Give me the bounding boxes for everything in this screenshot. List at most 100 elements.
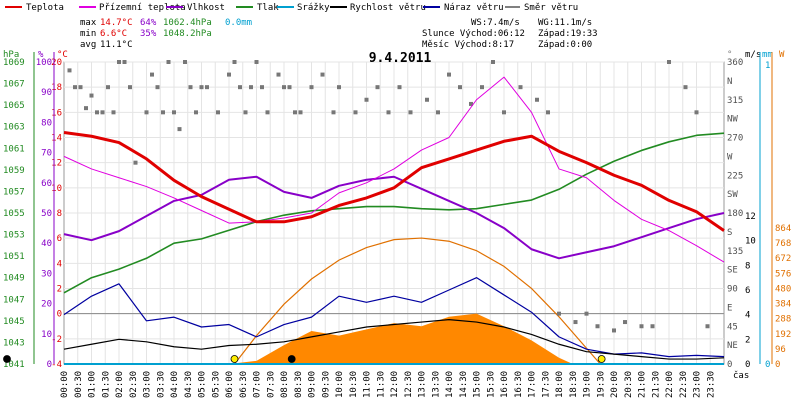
legend-label-wind: Rychlost větru — [350, 3, 426, 13]
wind-direction-mark — [408, 110, 413, 115]
wind-direction-mark — [254, 60, 259, 64]
tick-label-pct: 0 — [47, 360, 52, 370]
tick-label-time: 13:30 — [431, 371, 441, 398]
tick-label-hpa: 1061 — [3, 144, 25, 154]
wind-direction-mark — [535, 97, 539, 102]
wind-direction-mark — [502, 110, 506, 115]
tick-label-time: 02:00 — [115, 371, 125, 398]
wind-direction-mark — [216, 110, 220, 115]
wind-direction-mark — [425, 97, 429, 102]
tick-label-temp: 6 — [57, 234, 62, 244]
tick-label-pct: 40 — [41, 239, 52, 249]
wind-direction-mark — [95, 110, 99, 115]
axis-hpa-label: hPa — [3, 50, 19, 60]
tick-label-time: 17:30 — [541, 371, 551, 398]
tick-label-time: 08:30 — [294, 371, 304, 398]
tick-label-dir: 45 — [727, 322, 738, 332]
tick-label-ms: 0 — [745, 360, 750, 370]
tick-label-hpa: 1043 — [3, 338, 25, 348]
tick-label-w: 864 — [775, 224, 791, 234]
tick-label-dir: 180 — [727, 209, 743, 219]
tick-label-time: 15:30 — [486, 371, 496, 398]
tick-label-w: 192 — [775, 330, 791, 340]
tick-label-time: 06:00 — [225, 371, 235, 398]
tick-label-dir: N — [727, 77, 732, 87]
tick-label-w: 672 — [775, 254, 791, 264]
tick-label-time: 22:30 — [679, 371, 689, 398]
wind-direction-mark — [309, 85, 314, 90]
tick-label-dir: W — [727, 152, 733, 162]
tick-label-pct: 70 — [41, 149, 52, 159]
tick-label-ms: 6 — [745, 286, 750, 296]
wind-direction-mark — [469, 101, 473, 106]
wind-direction-mark — [150, 72, 154, 77]
tick-label-w: 768 — [775, 239, 791, 249]
sunset-marker — [597, 355, 606, 363]
stat-max-rain: 0.0mm — [225, 18, 252, 28]
moonset-marker — [3, 355, 11, 363]
wind-direction-mark — [100, 110, 105, 115]
wind-direction-mark — [436, 110, 440, 115]
wind-direction-mark — [320, 72, 325, 77]
tick-label-hpa: 1047 — [3, 295, 25, 305]
tick-label-w: 288 — [775, 315, 791, 325]
tick-label-mm: 1 — [765, 61, 770, 71]
legend-item-pressure: Tlak — [236, 3, 279, 13]
stat-min-press: 1048.2hPa — [163, 29, 212, 39]
wind-direction-mark — [155, 85, 160, 90]
info-sun: Slunce Východ:06:12 — [422, 29, 525, 39]
tick-label-dir: 90 — [727, 285, 738, 295]
wind-direction-mark — [89, 93, 94, 98]
legend-item-temp: Teplota — [5, 3, 64, 13]
legend-label-rain: Srážky — [297, 3, 330, 13]
tick-label-pct: 90 — [41, 88, 52, 98]
tick-label-time: 03:30 — [156, 371, 166, 398]
wind-direction-mark — [161, 110, 165, 115]
wind-direction-mark — [183, 60, 187, 64]
axis-time-label: čas — [733, 370, 749, 381]
tick-label-time: 04:00 — [170, 371, 180, 398]
tick-label-time: 18:30 — [569, 371, 579, 398]
tick-label-dir: SW — [727, 190, 738, 200]
wind-direction-mark — [188, 85, 193, 90]
wind-direction-mark — [573, 320, 578, 325]
tick-label-dir: 0 — [727, 360, 732, 370]
tick-label-time: 21:30 — [651, 371, 661, 398]
axis-ms-label: m/s — [745, 50, 761, 60]
wind-direction-mark — [650, 324, 655, 329]
tick-label-temp: 8 — [57, 209, 62, 219]
tick-label-time: 07:00 — [253, 371, 263, 398]
wind-speed-line — [63, 319, 725, 360]
tick-label-hpa: 1053 — [3, 231, 25, 241]
stat-max-press: 1062.4hPa — [163, 18, 212, 28]
tick-label-time: 01:30 — [101, 371, 111, 398]
wind-direction-mark — [260, 85, 264, 90]
tick-label-temp: 16 — [51, 108, 62, 118]
tick-label-ms: 8 — [745, 261, 750, 271]
tick-label-dir: 270 — [727, 134, 743, 144]
tick-label-time: 20:00 — [610, 371, 620, 398]
wind-direction-mark — [518, 85, 523, 90]
wind-direction-mark — [623, 320, 627, 325]
wind-direction-mark — [364, 97, 369, 102]
tick-label-hpa: 1065 — [3, 101, 25, 111]
tick-label-dir: 225 — [727, 171, 743, 181]
tick-label-pct: 60 — [41, 179, 52, 189]
tick-label-time: 15:00 — [473, 371, 483, 398]
tick-label-dir: S — [727, 228, 732, 238]
wind-direction-mark — [194, 110, 198, 115]
tick-label-hpa: 1069 — [3, 58, 25, 68]
tick-label-time: 11:00 — [363, 371, 373, 398]
tick-label-temp: 18 — [51, 83, 62, 93]
tick-label-time: 10:00 — [335, 371, 345, 398]
axis-mm-label: mm — [762, 50, 773, 60]
tick-label-hpa: 1059 — [3, 166, 25, 176]
wind-direction-mark — [683, 85, 688, 90]
wind-direction-mark — [199, 85, 204, 90]
stats-block: max 14.7°C 64% 1062.4hPa 0.0mm min 6.6°C… — [80, 18, 252, 50]
tick-label-time: 11:30 — [376, 371, 386, 398]
tick-label-time: 06:30 — [239, 371, 249, 398]
tick-label-pct: 80 — [41, 118, 52, 128]
stat-avg-temp: 11.1°C — [100, 40, 133, 50]
